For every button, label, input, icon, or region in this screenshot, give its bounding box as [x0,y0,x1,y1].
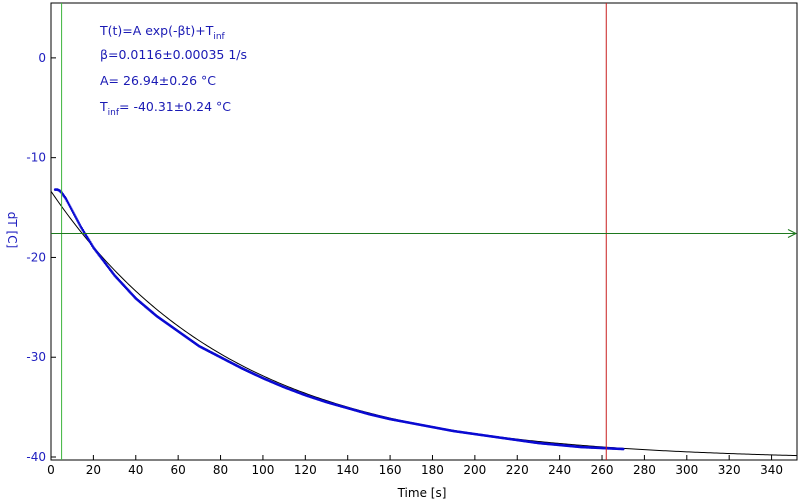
x-tick-label: 100 [251,463,274,477]
horizontal-cursor-arrow-icon [787,229,798,238]
y-tick-label: -20 [26,250,46,264]
data-point [65,199,69,202]
fit-tinf-subscript: inf [108,108,120,118]
x-tick-label: 200 [463,463,486,477]
data-point [78,223,81,226]
x-tick-label: 260 [591,463,614,477]
x-tick-label: 40 [128,463,143,477]
x-tick-label: 300 [675,463,698,477]
data-point [77,221,80,224]
y-tick-label: -40 [26,450,46,464]
fit-formula-main: T(t)=A exp(-βt)+T [99,23,214,38]
x-axis-title: Time [s] [397,486,447,500]
data-point [73,213,76,216]
x-tick-label: 80 [213,463,228,477]
fit-beta-text: β=0.0116±0.00035 1/s [100,47,247,62]
x-tick-label: 160 [379,463,402,477]
cursor-layer [51,3,798,460]
fit-formula-text: T(t)=A exp(-βt)+Tinf [99,23,226,42]
data-point [76,219,79,222]
x-tick-label: 280 [633,463,656,477]
data-point [75,217,78,220]
x-tick-label: 340 [760,463,783,477]
data-layer [50,188,798,457]
data-point [69,207,73,210]
axis-layer: 0 20 40 60 80 100 120 140 160 180 200 220 240 260 280 3… [26,51,783,477]
fit-tinf-main: T [99,99,108,114]
y-axis-title: dT [C] [5,212,19,249]
x-tick-label: 60 [171,463,186,477]
data-point [67,203,71,206]
fit-tinf-text: Tinf= -40.31±0.24 °C [99,99,231,118]
data-point [66,201,70,204]
data-point [68,205,72,208]
x-tick-label: 220 [506,463,529,477]
x-tick-label: 320 [718,463,741,477]
data-point [621,447,625,451]
x-tick-label: 240 [548,463,571,477]
fit-tinf-value: = -40.31±0.24 °C [119,99,231,114]
y-tick-label: -10 [26,151,46,165]
x-tick-label: 0 [47,463,55,477]
x-tick-label: 120 [294,463,317,477]
data-point [74,215,77,218]
fit-annotation: T(t)=A exp(-βt)+Tinf β=0.0116±0.00035 1/… [99,23,247,118]
fit-amplitude-text: A= 26.94±0.26 °C [100,73,216,88]
x-tick-label: 180 [421,463,444,477]
fit-formula-subscript: inf [213,32,225,42]
data-point [70,209,74,212]
y-tick-label: 0 [38,51,46,65]
x-tick-label: 20 [86,463,101,477]
x-tick-label: 140 [336,463,359,477]
y-tick-label: -30 [26,350,46,364]
data-point [64,197,68,200]
plot-frame [50,2,798,461]
data-point [71,211,75,214]
